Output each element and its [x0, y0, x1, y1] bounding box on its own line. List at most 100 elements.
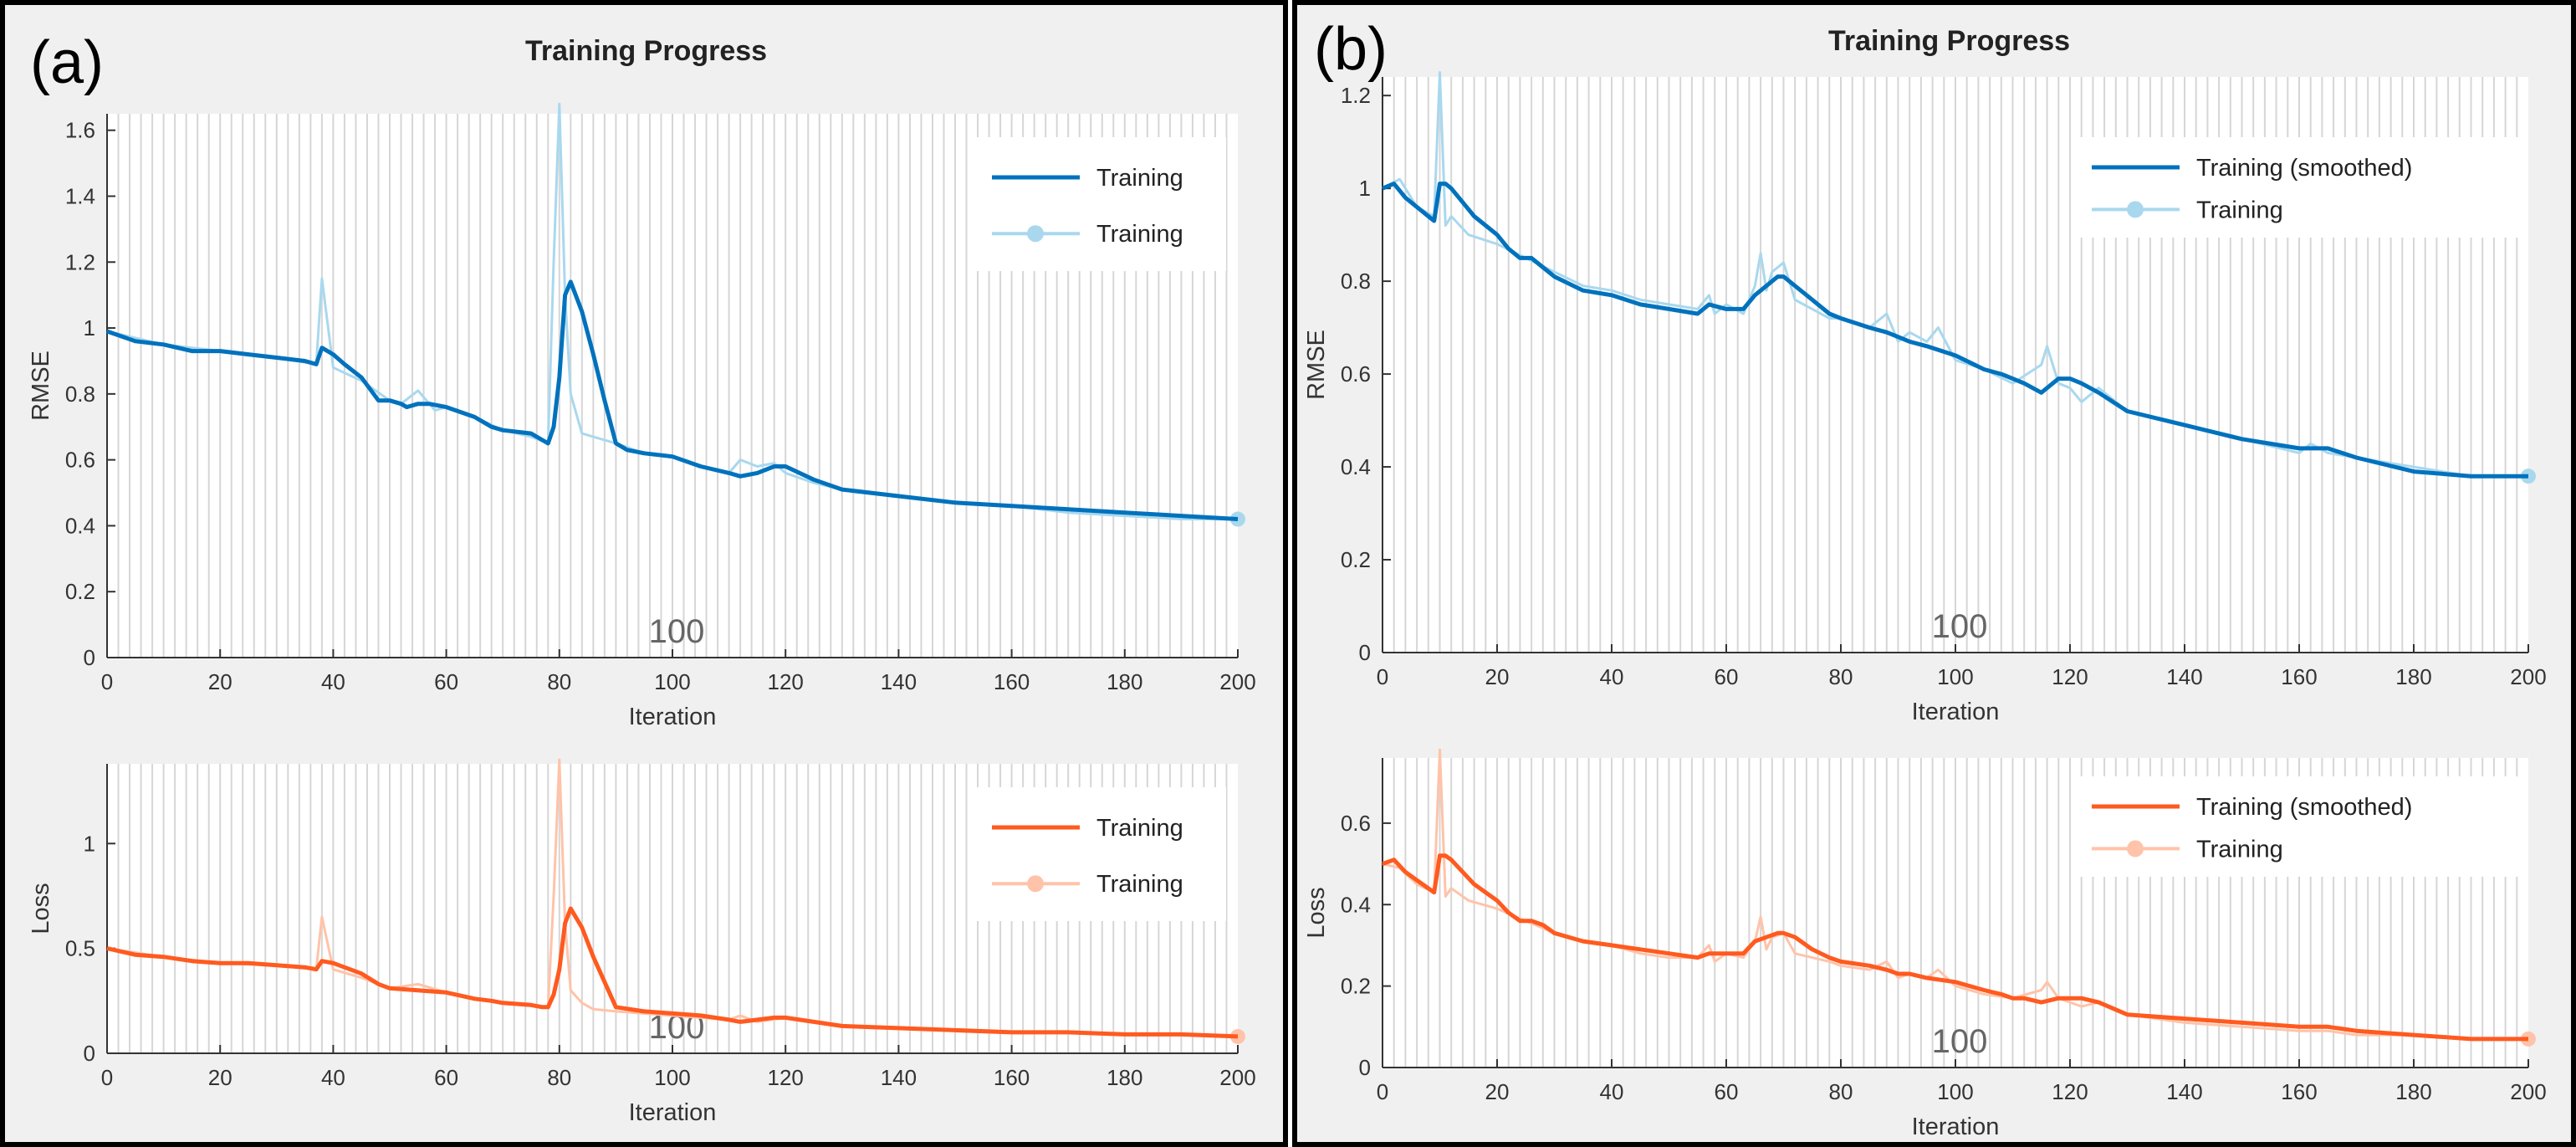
x-tick-label: 80 — [1829, 1079, 1853, 1104]
x-axis-label: Iteration — [629, 704, 717, 730]
series-smoothed-line — [1382, 182, 2528, 479]
y-tick-label: 1.6 — [65, 118, 95, 143]
y-tick-label: 1 — [84, 831, 95, 856]
panel-b-plots: 0 20 40 60 80 100 120 140 160 180 20000.20.40.60.8… — [1303, 71, 2547, 1140]
x-tick-label: 0 — [101, 1065, 113, 1090]
x-tick-label: 0 — [101, 669, 113, 694]
y-tick-label: 1 — [1359, 176, 1371, 201]
x-tick-label: 200 — [1219, 1065, 1255, 1090]
final-point-marker — [1230, 511, 1245, 527]
x-tick-label: 40 — [321, 1065, 345, 1090]
x-tick-label: 20 — [208, 1065, 233, 1090]
x-tick-label: 60 — [1715, 664, 1739, 689]
x-tick-label: 200 — [2510, 664, 2546, 689]
x-tick-label: 200 — [1219, 669, 1255, 694]
legend: Training Training — [975, 787, 1226, 921]
x-tick-label: 140 — [2166, 1079, 2202, 1104]
y-axis-label: RMSE — [28, 351, 54, 421]
x-tick-label: 120 — [768, 1065, 804, 1090]
x-tick-label: 20 — [1485, 664, 1510, 689]
panel-a: (a) Training Progress 0 20 40 60 80 100 120 140… — [0, 0, 1288, 1147]
panel-a-plots: 0 20 40 60 80 100 120 140 160 180 20000.20.40.60.8… — [28, 102, 1256, 1126]
legend-marker — [1027, 225, 1044, 243]
x-tick-label: 180 — [1107, 1065, 1142, 1090]
x-tick-label: 100 — [654, 669, 690, 694]
x-tick-label: 80 — [547, 1065, 571, 1090]
legend-label: Training (smoothed) — [2196, 794, 2412, 821]
y-tick-label: 0 — [84, 645, 95, 670]
x-tick-label: 60 — [1715, 1079, 1739, 1104]
x-tick-label: 40 — [321, 669, 345, 694]
y-tick-label: 0.4 — [1341, 892, 1371, 917]
x-tick-label: 40 — [1600, 664, 1624, 689]
y-tick-label: 0.5 — [65, 936, 95, 961]
y-axis-label: Loss — [1303, 887, 1330, 938]
legend-label: Training — [1096, 815, 1183, 842]
legend-box — [2075, 137, 2518, 238]
legend-box — [975, 787, 1226, 921]
y-tick-label: 1 — [84, 315, 95, 341]
y-tick-label: 0.2 — [1341, 974, 1371, 999]
y-tick-label: 0.6 — [65, 448, 95, 473]
legend-box — [2075, 776, 2518, 877]
legend: Training Training — [975, 137, 1226, 271]
y-tick-label: 1.4 — [65, 183, 95, 208]
y-tick-label: 1.2 — [1341, 83, 1371, 108]
x-tick-label: 160 — [994, 669, 1030, 694]
series-smoothed-line — [1382, 853, 2528, 1042]
x-tick-label: 0 — [1377, 664, 1388, 689]
chart-loss: 0 20 40 60 80 100 120 140 160 180 200 0 0.5 1 Iteratio… — [28, 758, 1256, 1126]
legend-label: Training — [2196, 197, 2283, 223]
iteration-annotation: 100 — [649, 613, 705, 650]
y-tick-label: 1.2 — [65, 249, 95, 274]
x-tick-label: 120 — [2052, 1079, 2088, 1104]
x-tick-label: 180 — [2395, 1079, 2431, 1104]
y-tick-label: 0 — [84, 1041, 95, 1066]
x-tick-label: 20 — [1485, 1079, 1510, 1104]
chart-rmse: 0 20 40 60 80 100 120 140 160 180 200 0 0.2 0.4 0.6 0.8… — [28, 102, 1256, 730]
legend-label: Training — [1096, 221, 1183, 248]
final-point-marker — [1230, 1028, 1245, 1044]
x-tick-label: 140 — [2166, 664, 2202, 689]
x-tick-label: 180 — [2395, 664, 2431, 689]
y-tick-label: 0.2 — [65, 579, 95, 604]
x-tick-label: 60 — [434, 669, 458, 694]
x-tick-label: 160 — [2281, 664, 2317, 689]
y-tick-label: 0 — [1359, 640, 1371, 665]
x-tick-label: 140 — [881, 1065, 917, 1090]
legend: Training (smoothed) Training — [2075, 776, 2518, 877]
x-tick-label: 20 — [208, 669, 233, 694]
y-tick-label: 0.8 — [65, 381, 95, 407]
x-axis-label: Iteration — [629, 1099, 717, 1126]
y-axis-label: RMSE — [1303, 330, 1330, 400]
x-tick-label: 200 — [2510, 1079, 2546, 1104]
y-axis-label: Loss — [28, 883, 54, 934]
panel-b: (b) Training Progress 0 20 40 60 80 100 120 140… — [1292, 0, 2576, 1147]
x-tick-label: 100 — [1937, 1079, 1973, 1104]
legend: Training (smoothed) Training — [2075, 137, 2518, 238]
x-tick-label: 60 — [434, 1065, 458, 1090]
y-tick-label: 0.2 — [1341, 547, 1371, 572]
legend-box — [975, 137, 1226, 271]
legend-label: Training (smoothed) — [2196, 155, 2412, 182]
x-tick-label: 140 — [881, 669, 917, 694]
x-tick-label: 120 — [768, 669, 804, 694]
iteration-annotation: 100 — [1932, 608, 1988, 645]
panel-label: (a) — [30, 29, 104, 96]
y-tick-label: 0.4 — [65, 513, 95, 538]
x-tick-label: 100 — [1937, 664, 1973, 689]
legend-marker — [2127, 201, 2144, 218]
legend-label: Training — [1096, 165, 1183, 192]
panel-label: (b) — [1314, 16, 1388, 83]
panel-title: Training Progress — [1828, 25, 2071, 57]
iteration-annotation: 100 — [1932, 1023, 1988, 1060]
x-axis-label: Iteration — [1912, 1114, 2000, 1140]
x-tick-label: 40 — [1600, 1079, 1624, 1104]
legend-label: Training — [1096, 871, 1183, 898]
series-smoothed-line — [106, 906, 1239, 1039]
y-tick-label: 0.8 — [1341, 269, 1371, 294]
panel-title: Training Progress — [525, 35, 768, 67]
x-tick-label: 160 — [994, 1065, 1030, 1090]
y-tick-label: 0.6 — [1341, 361, 1371, 387]
y-tick-label: 0.6 — [1341, 811, 1371, 836]
